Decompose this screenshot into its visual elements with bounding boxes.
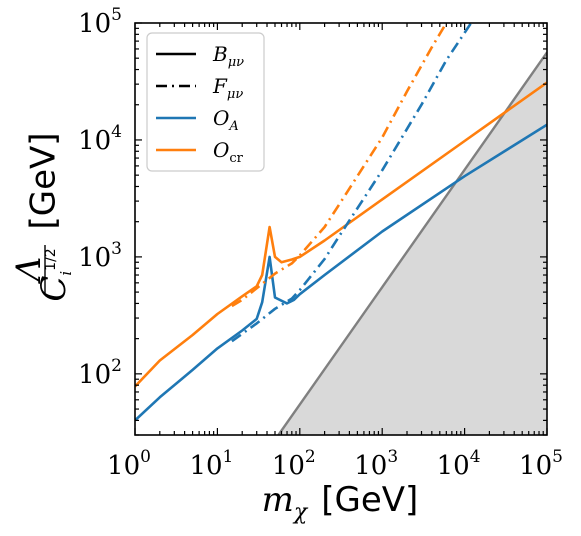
ticks-layer — [134, 22, 548, 436]
y-tick-label: 104 — [78, 122, 122, 156]
x-tick-label: 103 — [354, 447, 398, 481]
legend-entry-b-munu: Bμν — [156, 42, 244, 70]
series-line-2 — [231, 23, 473, 343]
svg-text:[GeV]: [GeV] — [24, 132, 64, 229]
svg-text:Ci1/2: Ci1/2 — [34, 248, 75, 301]
x-tick-label: 105 — [519, 447, 563, 481]
excluded-region-boundary — [277, 51, 547, 435]
legend-entry-o-a: OA — [156, 106, 239, 134]
svg-text:Bμν: Bμν — [212, 42, 244, 70]
series-layer — [135, 23, 547, 422]
legend: Bμν Fμν OA Ocr — [146, 32, 265, 172]
x-axis-label: mχ [GeV] — [262, 480, 419, 525]
plot-frame — [134, 22, 548, 436]
x-tick-label: 102 — [272, 447, 316, 481]
x-tick-label: 100 — [107, 447, 151, 481]
tick-labels: 100 101 102 103 104 105 102 103 104 105 — [78, 5, 563, 481]
series-line-1 — [135, 81, 547, 388]
y-tick-label: 102 — [78, 356, 122, 390]
y-tick-label: 105 — [78, 5, 122, 39]
svg-text:Ocr: Ocr — [213, 138, 244, 166]
x-tick-label: 104 — [437, 447, 481, 481]
svg-text:Λ: Λ — [9, 257, 49, 285]
legend-entry-f-munu: Fμν — [156, 74, 243, 102]
y-axis-label: Λ Ci1/2 [GeV] — [9, 132, 75, 301]
x-tick-label: 101 — [189, 447, 233, 481]
series-line-3 — [231, 23, 448, 308]
excluded-region-layer — [277, 51, 547, 435]
legend-box — [146, 32, 265, 172]
svg-text:Fμν: Fμν — [212, 74, 243, 102]
y-tick-label: 103 — [78, 239, 122, 273]
legend-entry-o-cr: Ocr — [156, 138, 244, 166]
svg-text:OA: OA — [213, 106, 239, 134]
